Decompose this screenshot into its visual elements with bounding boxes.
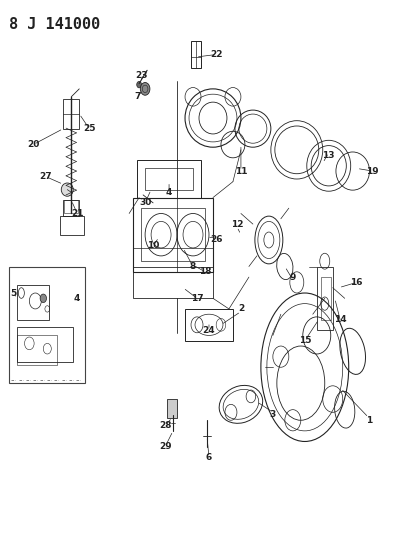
Text: 12: 12 <box>230 220 243 229</box>
Text: 19: 19 <box>365 166 378 175</box>
Bar <box>133 266 213 298</box>
Text: 17: 17 <box>190 294 203 303</box>
Text: 13: 13 <box>322 151 334 160</box>
Text: 11: 11 <box>234 166 247 175</box>
Text: 30: 30 <box>139 198 151 207</box>
Text: 15: 15 <box>298 336 310 345</box>
Bar <box>17 335 57 365</box>
Bar <box>184 309 232 341</box>
Text: 7: 7 <box>134 92 140 101</box>
Bar <box>320 277 330 319</box>
Text: 26: 26 <box>210 236 223 245</box>
Bar <box>63 200 79 216</box>
Text: 10: 10 <box>146 241 159 250</box>
Text: 14: 14 <box>334 315 346 324</box>
Circle shape <box>40 294 47 303</box>
Ellipse shape <box>61 183 73 196</box>
Bar <box>60 216 84 235</box>
Text: 8 J 141000: 8 J 141000 <box>9 17 100 33</box>
Text: 16: 16 <box>350 278 362 287</box>
Text: 29: 29 <box>158 442 171 451</box>
Text: 23: 23 <box>134 71 147 80</box>
Text: 25: 25 <box>83 124 95 133</box>
Bar <box>17 327 73 362</box>
Text: 24: 24 <box>202 326 215 335</box>
Text: 9: 9 <box>289 272 295 281</box>
Text: 18: 18 <box>198 268 211 276</box>
Bar <box>17 285 49 319</box>
Bar <box>316 266 332 330</box>
Text: 20: 20 <box>27 140 39 149</box>
Bar <box>141 208 205 261</box>
Text: 22: 22 <box>210 50 223 59</box>
Text: 3: 3 <box>269 410 275 419</box>
Text: 2: 2 <box>237 304 243 313</box>
Text: 5: 5 <box>10 288 16 297</box>
Text: 6: 6 <box>205 453 212 462</box>
Text: 4: 4 <box>166 188 172 197</box>
Circle shape <box>136 82 141 88</box>
Bar <box>9 266 85 383</box>
Bar <box>133 198 213 272</box>
Text: 27: 27 <box>39 172 51 181</box>
Bar <box>63 100 79 128</box>
Bar <box>145 168 192 190</box>
Text: 8: 8 <box>189 262 196 271</box>
Text: 4: 4 <box>74 294 80 303</box>
Text: 1: 1 <box>365 416 371 425</box>
Bar <box>64 200 78 214</box>
Bar <box>137 160 200 198</box>
Bar <box>190 41 200 68</box>
Circle shape <box>140 83 150 95</box>
Text: 21: 21 <box>71 209 83 218</box>
Bar <box>167 399 176 418</box>
Text: 28: 28 <box>158 421 171 430</box>
